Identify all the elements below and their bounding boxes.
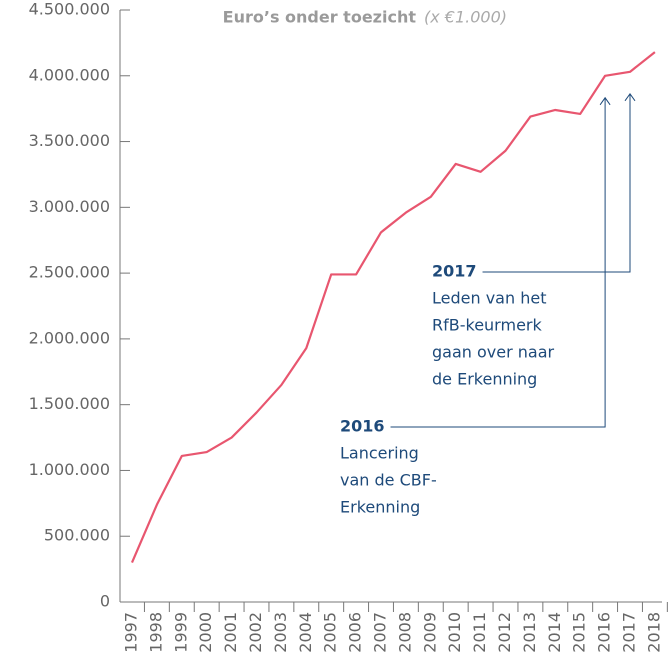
x-tick-label: 2018	[644, 612, 663, 653]
annotation-text: van de CBF-	[340, 471, 437, 490]
chart-subtitle: (x €1.000)	[424, 8, 507, 27]
x-tick-label: 2002	[246, 612, 265, 653]
y-tick-label: 2.500.000	[29, 263, 110, 282]
x-tick-label: 1998	[146, 612, 165, 653]
x-tick-label: 1999	[171, 612, 190, 653]
x-tick-label: 2010	[445, 612, 464, 653]
x-tick-label: 2003	[271, 612, 290, 653]
y-tick-label: 3.500.000	[29, 131, 110, 150]
x-tick-label: 1997	[122, 612, 141, 653]
arrow-head	[599, 96, 611, 106]
x-tick-label: 2015	[570, 612, 589, 653]
annotation-text: de Erkenning	[432, 370, 537, 389]
x-tick-label: 2001	[221, 612, 240, 653]
line-series	[130, 51, 656, 563]
annotation-text: Leden van het	[432, 289, 546, 308]
y-tick-label: 500.000	[44, 526, 110, 545]
x-tick-label: 2004	[296, 612, 315, 653]
x-tick-label: 2011	[470, 612, 489, 653]
y-tick-label: 1.500.000	[29, 394, 110, 413]
y-tick-label: 0	[100, 592, 110, 611]
x-tick-label: 2007	[371, 612, 390, 653]
x-tick-label: 2012	[495, 612, 514, 653]
annotations: 2017 Leden van het RfB-keurmerk gaan over n…	[340, 92, 636, 517]
chart-title: Euro’s onder toezicht	[223, 8, 417, 27]
annotation-year: 2016	[340, 417, 385, 436]
annotation-year: 2017	[432, 262, 477, 281]
x-tick-label: 2017	[620, 612, 639, 653]
x-tick-label: 2006	[346, 612, 365, 653]
annotation-text: gaan over naar	[432, 343, 555, 362]
x-tick-label: 2009	[420, 612, 439, 653]
annotation-text: Lancering	[340, 444, 419, 463]
x-tick-label: 2005	[321, 612, 340, 653]
annotation-arrow	[390, 97, 606, 428]
y-tick-label: 1.000.000	[29, 460, 110, 479]
x-tick-label: 2000	[196, 612, 215, 653]
x-tick-label: 2013	[520, 612, 539, 653]
x-tick-label: 2014	[545, 612, 564, 653]
arrow-head	[624, 92, 636, 102]
x-tick-label: 2008	[395, 612, 414, 653]
y-tick-label: 4.000.000	[29, 65, 110, 84]
y-tick-label: 3.000.000	[29, 197, 110, 216]
annotation-arrow	[482, 93, 631, 273]
y-tick-label: 2.000.000	[29, 328, 110, 347]
y-tick-label: 4.500.000	[29, 0, 110, 19]
annotation-text: RfB-keurmerk	[432, 316, 542, 335]
annotation-text: Erkenning	[340, 498, 420, 517]
x-tick-label: 2016	[595, 612, 614, 653]
